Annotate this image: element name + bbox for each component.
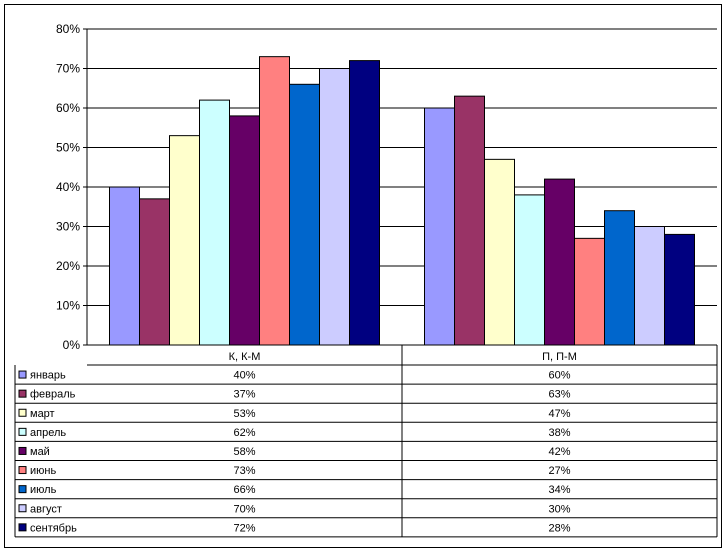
legend-label: июнь	[30, 465, 56, 477]
legend-swatch	[18, 504, 27, 513]
legend-swatch	[18, 408, 27, 417]
legend-label: июль	[30, 484, 57, 496]
data-label: 38%	[548, 427, 570, 439]
y-tick-label: 50%	[56, 141, 80, 155]
data-label: 66%	[233, 484, 255, 496]
data-label: 70%	[233, 503, 255, 515]
legend-swatch	[18, 389, 27, 398]
y-tick-label: 0%	[63, 338, 81, 352]
bar	[514, 194, 545, 346]
bar	[109, 186, 140, 346]
bar	[454, 95, 485, 346]
bar	[199, 99, 230, 346]
data-label: 63%	[548, 389, 570, 401]
bar	[349, 60, 380, 346]
bar	[634, 226, 665, 346]
legend-label: апрель	[30, 427, 66, 439]
bar	[604, 210, 635, 346]
bars-layer	[109, 56, 695, 346]
y-tick-label: 60%	[56, 101, 80, 115]
legend-swatch	[18, 485, 27, 494]
data-label: 62%	[233, 427, 255, 439]
legend-label: май	[30, 446, 50, 458]
bar	[289, 83, 320, 346]
data-label: 34%	[548, 484, 570, 496]
bar	[484, 158, 515, 346]
category-label: П, П-М	[542, 351, 577, 363]
y-tick-label: 10%	[56, 299, 80, 313]
chart-frame: 0% 10% 20% 30% 40% 50% 60% 70% 80% К, К-М П, П-М я…	[4, 4, 722, 548]
bar	[424, 107, 455, 346]
legend-label: январь	[30, 370, 66, 382]
legend-swatch	[18, 446, 27, 455]
legend-label: февраль	[30, 389, 76, 401]
bar	[319, 68, 350, 346]
legend-label: сентябрь	[30, 522, 77, 534]
legend-swatch	[18, 523, 27, 532]
data-label: 58%	[233, 446, 255, 458]
legend-label: август	[30, 503, 62, 515]
data-label: 72%	[233, 522, 255, 534]
data-label: 60%	[548, 370, 570, 382]
y-tick-label: 30%	[56, 220, 80, 234]
bar	[229, 115, 260, 346]
category-label: К, К-М	[229, 351, 261, 363]
legend-label: март	[30, 408, 55, 420]
data-label: 47%	[548, 408, 570, 420]
chart-svg: 0% 10% 20% 30% 40% 50% 60% 70% 80% К, К-М П, П-М я…	[14, 22, 718, 538]
data-label: 42%	[548, 446, 570, 458]
data-label: 27%	[548, 465, 570, 477]
bar	[139, 198, 170, 346]
legend-swatch	[18, 466, 27, 475]
y-tick-label: 70%	[56, 62, 80, 76]
y-tick-label: 80%	[56, 22, 80, 36]
data-label: 40%	[233, 370, 255, 382]
data-label: 53%	[233, 408, 255, 420]
bar	[169, 135, 200, 346]
data-label: 28%	[548, 522, 570, 534]
bar	[259, 56, 290, 346]
bar	[574, 237, 605, 346]
data-label: 37%	[233, 389, 255, 401]
bar	[544, 178, 575, 346]
data-table: К, К-М П, П-М январь 40% 60% февраль 37% 63% мар…	[14, 345, 718, 538]
bar	[664, 233, 695, 346]
data-label: 73%	[233, 465, 255, 477]
legend-swatch	[18, 427, 27, 436]
y-tick-label: 20%	[56, 259, 80, 273]
legend-swatch	[18, 370, 27, 379]
data-label: 30%	[548, 503, 570, 515]
y-tick-label: 40%	[56, 180, 80, 194]
